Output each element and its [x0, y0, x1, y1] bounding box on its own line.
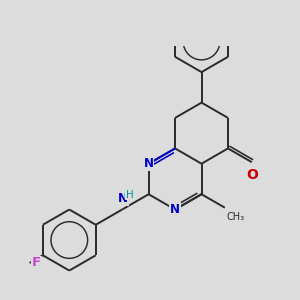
Text: F: F: [32, 256, 41, 269]
Text: N: N: [118, 192, 128, 205]
Text: H: H: [126, 190, 134, 200]
Text: N: N: [170, 203, 180, 216]
Text: O: O: [246, 168, 258, 182]
Text: N: N: [144, 157, 154, 170]
Text: CH₃: CH₃: [226, 212, 244, 222]
